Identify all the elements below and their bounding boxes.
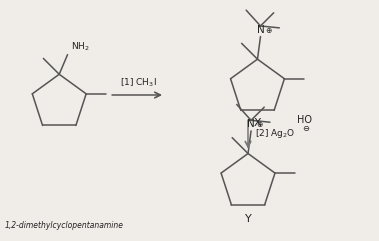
Text: HO: HO <box>297 115 312 125</box>
Text: N: N <box>247 119 255 129</box>
Text: $\ominus$: $\ominus$ <box>302 125 311 134</box>
Text: N: N <box>257 25 265 35</box>
Text: [1] CH$_3$I: [1] CH$_3$I <box>120 77 157 89</box>
Text: X: X <box>254 118 261 128</box>
Text: [2] Ag$_2$O: [2] Ag$_2$O <box>255 127 295 140</box>
Text: $\oplus$: $\oplus$ <box>255 120 263 129</box>
Text: $\oplus$: $\oplus$ <box>265 26 273 35</box>
Text: 1,2-dimethylcyclopentanamine: 1,2-dimethylcyclopentanamine <box>5 221 124 230</box>
Text: Y: Y <box>245 214 251 224</box>
Text: NH$_2$: NH$_2$ <box>70 40 89 53</box>
